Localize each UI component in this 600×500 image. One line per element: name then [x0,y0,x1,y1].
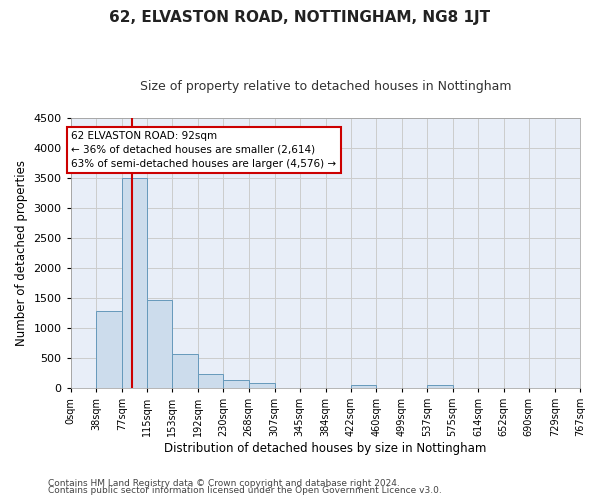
Bar [223,380,248,388]
Bar [198,374,223,388]
Bar [122,178,147,388]
Title: Size of property relative to detached houses in Nottingham: Size of property relative to detached ho… [140,80,511,93]
X-axis label: Distribution of detached houses by size in Nottingham: Distribution of detached houses by size … [164,442,487,455]
Y-axis label: Number of detached properties: Number of detached properties [15,160,28,346]
Text: Contains public sector information licensed under the Open Government Licence v3: Contains public sector information licen… [48,486,442,495]
Bar [172,354,198,388]
Text: 62 ELVASTON ROAD: 92sqm
← 36% of detached houses are smaller (2,614)
63% of semi: 62 ELVASTON ROAD: 92sqm ← 36% of detache… [71,131,337,169]
Bar [248,382,275,388]
Text: 62, ELVASTON ROAD, NOTTINGHAM, NG8 1JT: 62, ELVASTON ROAD, NOTTINGHAM, NG8 1JT [109,10,491,25]
Bar [96,311,122,388]
Bar [351,384,376,388]
Bar [427,384,452,388]
Bar [147,300,172,388]
Text: Contains HM Land Registry data © Crown copyright and database right 2024.: Contains HM Land Registry data © Crown c… [48,478,400,488]
